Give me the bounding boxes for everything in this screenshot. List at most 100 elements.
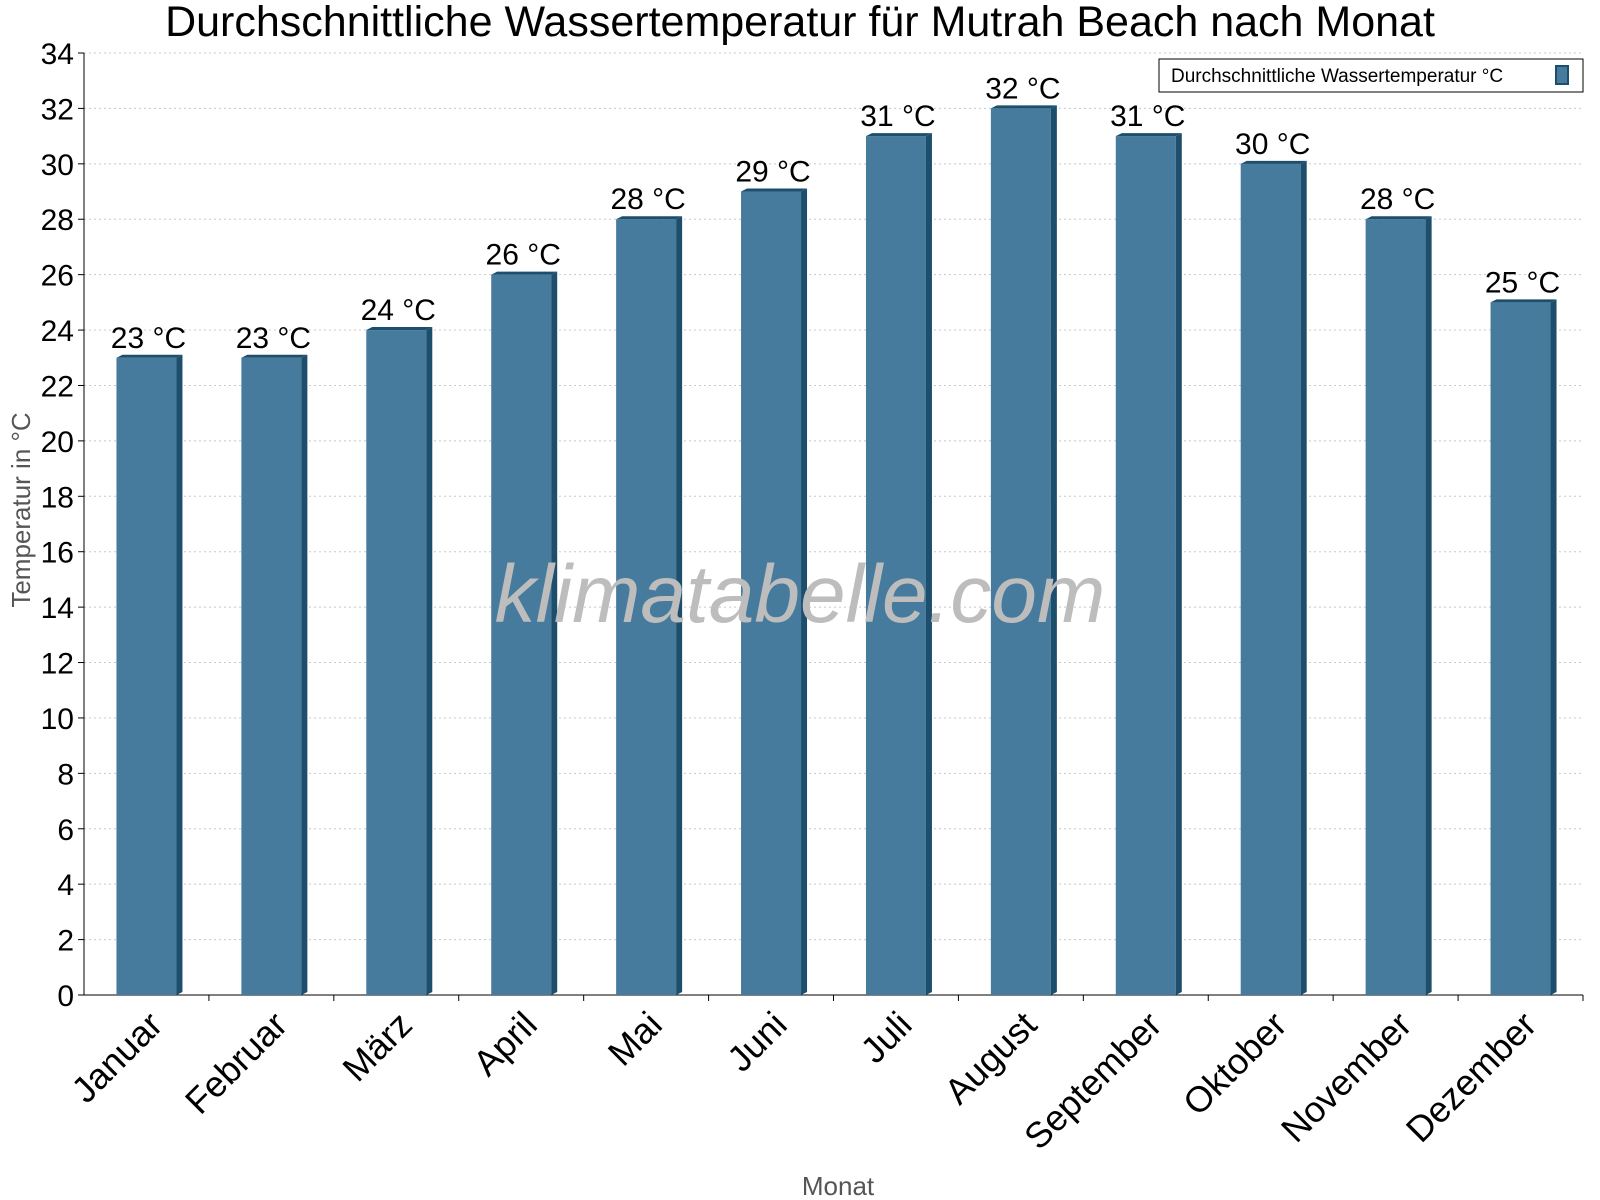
bar-top — [241, 354, 308, 358]
x-tick-label: Juli — [852, 1004, 919, 1071]
y-tick-label: 0 — [57, 980, 74, 1013]
watermark: klimatabelle.com — [495, 549, 1106, 640]
bar-top — [990, 105, 1057, 109]
y-tick-label: 30 — [41, 149, 74, 182]
value-label: 31 °C — [860, 100, 935, 133]
bar-side — [676, 216, 683, 995]
value-label: 29 °C — [735, 156, 810, 189]
bar-top — [1490, 299, 1557, 303]
value-label: 28 °C — [1360, 183, 1435, 216]
x-tick-label: Oktober — [1175, 1004, 1295, 1124]
y-tick-label: 32 — [41, 93, 74, 126]
value-label: 23 °C — [236, 322, 311, 355]
bar-dezember — [1490, 299, 1557, 996]
bar-juni — [741, 188, 808, 995]
y-tick-label: 28 — [41, 204, 74, 237]
bar-top — [1365, 216, 1432, 220]
bar-face — [116, 357, 177, 995]
value-label: 28 °C — [610, 183, 685, 216]
y-tick-label: 10 — [41, 703, 74, 736]
bar-face — [241, 357, 302, 995]
chart-title: Durchschnittliche Wassertemperatur für M… — [165, 0, 1435, 46]
bar-april — [491, 271, 558, 995]
legend-box — [1158, 58, 1584, 93]
bar-side — [176, 354, 183, 995]
bar-side — [1300, 160, 1307, 995]
value-labels: 23 °C 23 °C 24 °C 26 °C 28 °C 29 °C 31 °C 32 °C… — [111, 72, 1560, 354]
bar-top — [616, 216, 683, 220]
y-tick-label: 22 — [41, 370, 74, 403]
y-tick-label: 14 — [41, 592, 74, 625]
bar-top — [491, 271, 558, 275]
bar-november — [1365, 216, 1432, 995]
bar-side — [1550, 299, 1557, 996]
bars — [116, 105, 1557, 996]
x-tick-label: November — [1273, 1004, 1419, 1150]
bar-top — [1115, 133, 1182, 137]
legend-label: Durchschnittliche Wassertemperatur °C — [1171, 66, 1503, 87]
bar-side — [1050, 105, 1057, 996]
bar-top — [1240, 160, 1307, 164]
y-tick-label: 6 — [57, 814, 74, 847]
bar-side — [925, 133, 932, 995]
y-tick-label: 4 — [57, 869, 74, 902]
bar-september — [1115, 133, 1182, 995]
legend: Durchschnittliche Wassertemperatur °C — [1158, 58, 1584, 93]
bar-mai — [616, 216, 683, 995]
value-label: 25 °C — [1485, 266, 1560, 299]
bar-side — [1425, 216, 1432, 995]
x-axis-labels: Januar Februar März April Mai Juni Juli AugustS… — [63, 1004, 1544, 1158]
bar-face — [1365, 219, 1426, 995]
bar-face — [865, 136, 926, 995]
bar-top — [741, 188, 808, 192]
bar-juli — [865, 133, 932, 995]
y-tick-label: 12 — [41, 648, 74, 681]
y-tick-label: 2 — [57, 925, 74, 958]
bar-face — [1240, 163, 1301, 995]
bar-face — [1115, 136, 1176, 995]
axes — [83, 53, 1584, 1001]
value-label: 26 °C — [486, 239, 561, 272]
gridlines — [84, 52, 1583, 941]
bar-side — [551, 271, 558, 995]
bar-side — [1175, 133, 1182, 995]
x-tick-label: September — [1016, 1004, 1170, 1158]
bar-februar — [241, 354, 308, 995]
bar-face — [990, 108, 1051, 996]
bar-side — [426, 327, 433, 995]
bar-januar — [116, 354, 183, 995]
x-axis-title: Monat — [802, 1171, 875, 1200]
x-tick-label: Juni — [719, 1004, 795, 1080]
y-tick-label: 24 — [41, 315, 74, 348]
y-axis-title: Temperatur in °C — [6, 412, 36, 607]
bar-top — [116, 354, 183, 358]
y-tick-label: 26 — [41, 260, 74, 293]
bar-face — [491, 274, 552, 995]
bar-oktober — [1240, 160, 1307, 995]
y-tick-label: 16 — [41, 537, 74, 570]
bar-face — [616, 219, 677, 995]
value-label: 31 °C — [1110, 100, 1185, 133]
bar-side — [801, 188, 808, 995]
y-tick-label: 8 — [57, 758, 74, 791]
bar-top — [366, 327, 433, 331]
bar-face — [366, 330, 427, 995]
bar-märz — [366, 327, 433, 995]
bar-august — [990, 105, 1057, 996]
x-tick-label: Mai — [600, 1004, 670, 1074]
y-tick-label: 20 — [41, 426, 74, 459]
bar-side — [301, 354, 308, 995]
y-tick-label: 18 — [41, 481, 74, 514]
x-tick-label: Januar — [63, 1004, 170, 1111]
x-tick-label: Februar — [177, 1004, 295, 1122]
legend-swatch — [1555, 65, 1569, 85]
value-label: 23 °C — [111, 322, 186, 355]
x-tick-label: März — [334, 1004, 420, 1090]
value-label: 30 °C — [1235, 128, 1310, 161]
bar-face — [1490, 302, 1551, 996]
bar-face — [741, 191, 802, 995]
bar-top — [865, 133, 932, 137]
x-tick-label: April — [465, 1004, 545, 1084]
